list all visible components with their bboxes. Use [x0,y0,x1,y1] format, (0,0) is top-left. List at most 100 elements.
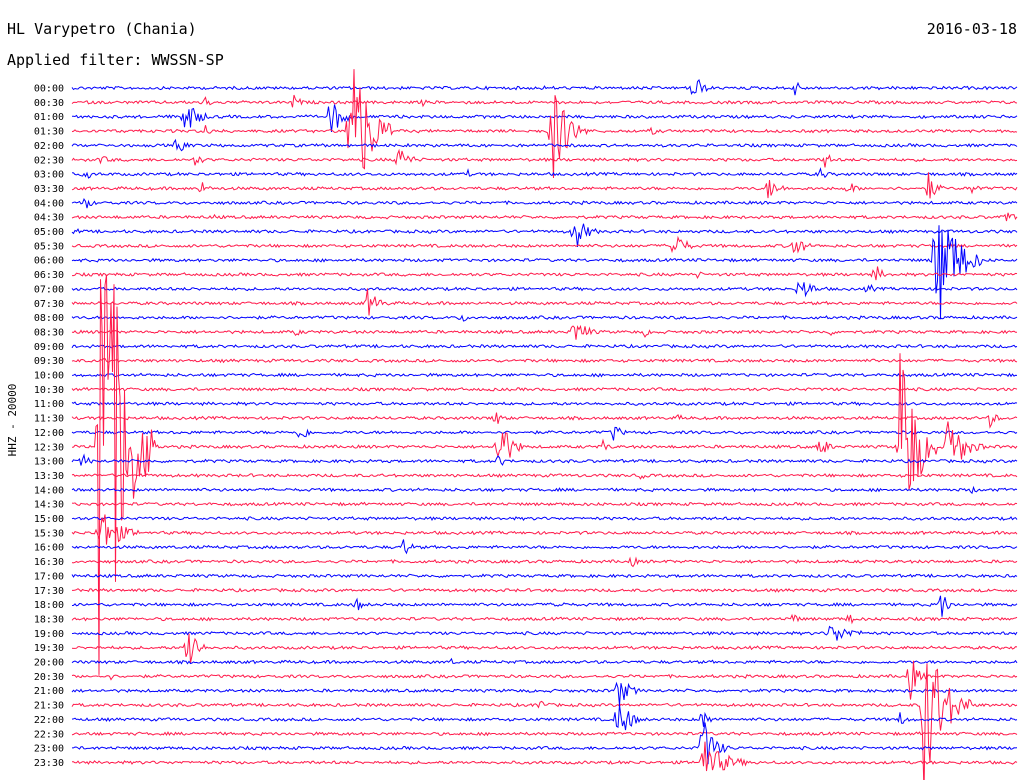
tick-label-0900: 09:00 [34,342,64,353]
tick-label-1030: 10:30 [34,385,64,396]
trace-0830 [71,324,1018,340]
tick-label-0130: 01:30 [34,127,64,138]
trace-0900 [71,343,1018,349]
tick-label-0400: 04:00 [34,198,64,209]
trace-0200 [71,138,1018,152]
tick-label-2130: 21:30 [34,701,64,712]
trace-1300 [71,453,1018,466]
tick-label-0630: 06:30 [34,270,64,281]
tick-label-0000: 00:00 [34,84,64,95]
tick-label-2100: 21:00 [34,686,64,697]
tick-label-0930: 09:30 [34,356,64,367]
trace-2200 [71,704,1018,731]
tick-label-2200: 22:00 [34,715,64,726]
trace-0530 [71,235,1018,254]
tick-label-1000: 10:00 [34,371,64,382]
trace-1630 [71,556,1018,568]
trace-1400 [71,485,1018,495]
tick-label-1900: 19:00 [34,629,64,640]
trace-1030 [71,386,1018,392]
trace-0330 [71,172,1018,199]
trace-2130 [71,663,1018,780]
trace-2030 [71,660,1018,700]
trace-0800 [71,314,1018,322]
tick-label-1930: 19:30 [34,643,64,654]
tick-label-1800: 18:00 [34,600,64,611]
trace-0500 [71,223,1018,248]
trace-0930 [71,357,1018,364]
tick-label-1830: 18:30 [34,614,64,625]
trace-1530 [71,514,1018,545]
tick-label-1100: 11:00 [34,399,64,410]
tick-label-1330: 13:30 [34,471,64,482]
trace-2300 [72,722,1018,765]
tick-label-1130: 11:30 [34,414,64,425]
trace-2000 [71,657,1018,665]
trace-1330 [71,473,1018,480]
trace-1130 [71,412,1018,429]
tick-label-1730: 17:30 [34,586,64,597]
trace-1800 [71,595,1018,617]
trace-1430 [71,501,1018,507]
tick-label-0030: 00:30 [34,98,64,109]
trace-1230 [71,274,1018,675]
tick-label-0300: 03:00 [34,170,64,181]
station-title: HL Varypetro (Chania) [7,20,197,38]
tick-label-0800: 08:00 [34,313,64,324]
tick-label-1530: 15:30 [34,528,64,539]
trace-1930 [71,633,1018,664]
tick-label-0600: 06:00 [34,256,64,267]
trace-0000 [71,79,1018,96]
tick-label-1200: 12:00 [34,428,64,439]
tick-label-2230: 22:30 [34,729,64,740]
trace-0230 [71,148,1018,168]
trace-0730 [71,288,1018,316]
trace-1000 [71,372,1018,378]
trace-group [71,69,1018,780]
trace-2330 [71,741,1018,772]
tick-labels: 00:00 00:30 01:00 01:30 02:00 02:30 03:00 03:30… [34,84,64,769]
tick-label-2000: 20:00 [34,658,64,669]
trace-1600 [71,539,1018,555]
trace-0400 [71,198,1018,209]
tick-label-0430: 04:30 [34,213,64,224]
trace-1500 [71,516,1018,522]
trace-1830 [71,613,1018,625]
tick-label-2330: 23:30 [34,758,64,769]
tick-label-0500: 05:00 [34,227,64,238]
tick-label-0530: 05:30 [34,241,64,252]
tick-label-1430: 14:30 [34,500,64,511]
trace-0630 [72,266,1018,281]
trace-0600 [71,225,1018,320]
trace-1700 [71,573,1018,579]
trace-2230 [71,731,1018,737]
tick-label-1230: 12:30 [34,442,64,453]
trace-1100 [71,401,1018,407]
trace-1730 [72,587,1018,593]
trace-1200 [71,426,1018,441]
tick-label-2300: 23:00 [34,744,64,755]
trace-2100 [71,681,1018,706]
tick-label-2030: 20:30 [34,672,64,683]
trace-0300 [71,167,1018,179]
trace-0700 [71,281,1018,298]
tick-label-0200: 02:00 [34,141,64,152]
y-axis-label: HHZ - 20000 [6,384,19,457]
tick-label-0730: 07:30 [34,299,64,310]
tick-label-0700: 07:00 [34,284,64,295]
tick-label-1600: 16:00 [34,543,64,554]
tick-label-1400: 14:00 [34,485,64,496]
trace-0130 [71,69,1018,179]
trace-0100 [72,104,1018,133]
trace-1900 [71,625,1018,641]
filter-label: Applied filter: WWSSN-SP [7,51,224,69]
tick-label-0830: 08:30 [34,327,64,338]
date-label: 2016-03-18 [926,20,1017,38]
trace-0430 [71,212,1018,222]
trace-0030 [71,94,1018,108]
tick-label-0330: 03:30 [34,184,64,195]
tick-label-0100: 01:00 [34,112,64,123]
tick-label-0230: 02:30 [34,155,64,166]
tick-label-1300: 13:00 [34,457,64,468]
